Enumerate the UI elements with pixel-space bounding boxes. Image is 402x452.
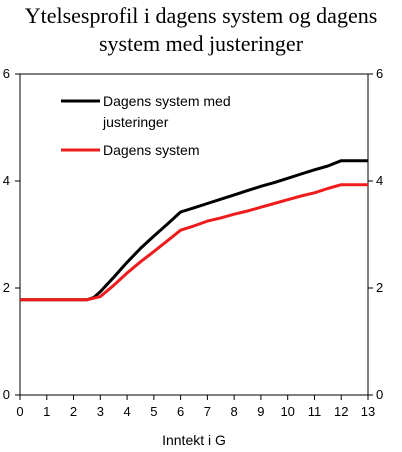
x-tick-label-2: 2 — [70, 404, 77, 419]
series-line-1 — [20, 159, 368, 302]
x-axis-label: Inntekt i G — [162, 432, 226, 448]
y-tick-label-left-4: 4 — [3, 173, 10, 188]
series-layer — [20, 159, 368, 302]
x-tick-label-6: 6 — [177, 404, 184, 419]
legend-label-1-line-1: Dagens system med — [103, 93, 231, 109]
x-tick-label-3: 3 — [97, 404, 104, 419]
x-tick-label-5: 5 — [150, 404, 157, 419]
x-tick-label-1: 1 — [43, 404, 50, 419]
chart-title-line-1: Ytelsesprofil i dagens system og dagens — [24, 3, 378, 28]
y-tick-label-left-0: 0 — [3, 387, 10, 402]
x-tick-label-0: 0 — [16, 404, 23, 419]
chart-title-line-2: system med justeringer — [98, 31, 304, 56]
legend: Dagens system med justeringer Dagens syste… — [61, 93, 231, 158]
x-tick-label-8: 8 — [231, 404, 238, 419]
y-tick-label-left-2: 2 — [3, 280, 10, 295]
x-tick-label-12: 12 — [334, 404, 348, 419]
plot-frame — [19, 73, 369, 396]
y-tick-label-right-0: 0 — [376, 387, 383, 402]
series-line-2 — [20, 183, 368, 302]
x-tick-label-10: 10 — [280, 404, 294, 419]
axes: 0 1 2 3 4 5 6 7 8 9 10 11 12 130 02 24 46 6 — [3, 66, 383, 419]
x-tick-label-13: 13 — [361, 404, 375, 419]
x-tick-label-9: 9 — [257, 404, 264, 419]
y-tick-label-left-6: 6 — [3, 66, 10, 81]
y-tick-label-right-4: 4 — [376, 173, 383, 188]
y-tick-label-right-6: 6 — [376, 66, 383, 81]
x-tick-label-7: 7 — [204, 404, 211, 419]
chart-title: Ytelsesprofil i dagens system og dagens … — [0, 2, 402, 58]
legend-label-1-line-2: justeringer — [102, 114, 169, 130]
legend-label-2: Dagens system — [103, 142, 199, 158]
x-tick-label-4: 4 — [123, 404, 130, 419]
x-tick-label-11: 11 — [308, 404, 322, 419]
y-tick-label-right-2: 2 — [376, 280, 383, 295]
